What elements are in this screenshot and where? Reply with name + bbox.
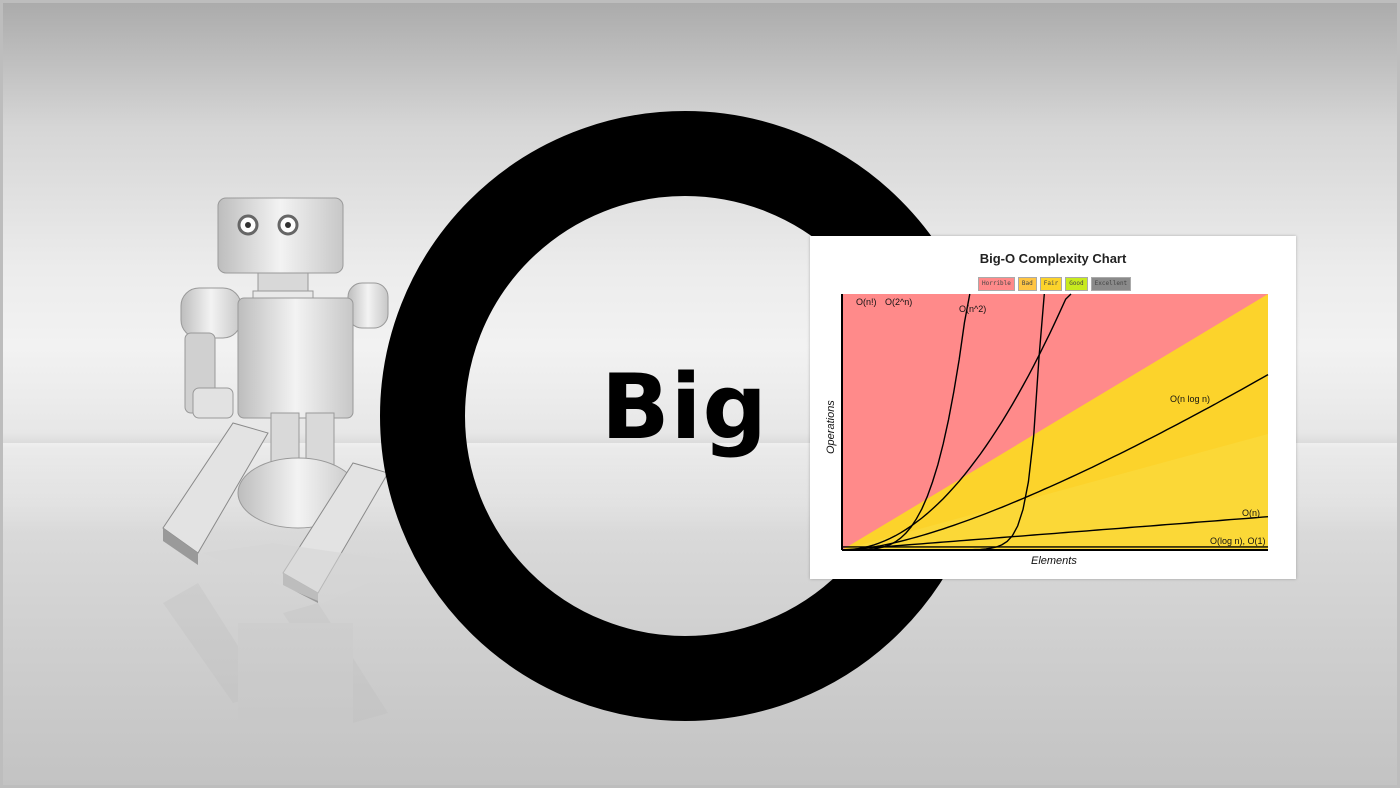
legend-item-horrible: Horrible [978,277,1015,291]
complexity-chart-card: Big-O Complexity Chart Horrible Bad Fair Go… [810,236,1296,579]
legend-item-good: Good [1065,277,1088,291]
chart-plot: O(n!) O(2^n) O(n^2) O(n log n) O(n) O(log n),… [825,293,1269,567]
robot-torso [237,297,354,419]
robot-illustration [162,197,413,733]
robot-shoulder-right [347,282,389,329]
region-fair [842,434,1268,550]
big-word: Big [601,355,768,460]
robot-track-left [162,422,269,565]
y-axis-label: Operations [825,400,837,454]
series-label-5: O(log n), O(1) [1210,536,1266,546]
chart-legend: Horrible Bad Fair Good Excellent [978,277,1132,291]
series-line-4 [841,516,1269,551]
x-axis-label: Elements [1031,555,1077,567]
series-label-1: O(2^n) [885,297,912,307]
legend-item-fair: Fair [1039,277,1063,291]
series-line-2 [841,293,1072,551]
robot-shoulder-left [180,287,242,339]
legend-item-excellent: Excellent [1090,277,1132,291]
chart-title: Big-O Complexity Chart [979,251,1127,266]
series-label-3: O(n log n) [1170,394,1210,404]
robot-reflection [163,583,388,733]
series-line-3 [841,373,1269,551]
legend-item-bad: Bad [1017,277,1037,291]
series-label-2: O(n^2) [959,304,986,314]
series-label-4: O(n) [1242,508,1260,518]
robot-head [217,197,344,274]
series-label-0: O(n!) [856,297,877,307]
